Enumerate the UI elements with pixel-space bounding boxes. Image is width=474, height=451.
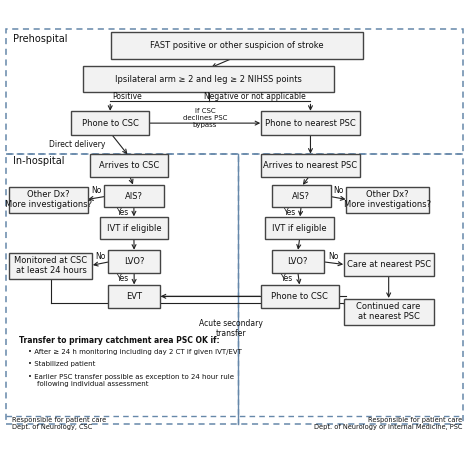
Text: EVT: EVT	[126, 292, 142, 301]
FancyBboxPatch shape	[111, 32, 363, 59]
FancyBboxPatch shape	[9, 253, 92, 279]
FancyBboxPatch shape	[265, 217, 334, 239]
Text: No: No	[91, 186, 101, 195]
FancyBboxPatch shape	[344, 253, 434, 276]
Text: Transfer to primary catchment area PSC OK if:: Transfer to primary catchment area PSC O…	[19, 336, 219, 345]
Text: IVT if eligible: IVT if eligible	[273, 224, 327, 233]
FancyBboxPatch shape	[261, 111, 360, 135]
Text: Positive: Positive	[112, 92, 142, 101]
Text: Responsible for patient care
Dept. of Neurology or Internal Medicine, PSC: Responsible for patient care Dept. of Ne…	[314, 417, 462, 430]
Text: Care at nearest PSC: Care at nearest PSC	[346, 260, 431, 269]
Text: • After ≥ 24 h monitoring including day 2 CT if given IVT/EVT: • After ≥ 24 h monitoring including day …	[28, 349, 242, 354]
Text: Responsible for patient care
Dept. of Neurology, CSC: Responsible for patient care Dept. of Ne…	[12, 417, 106, 430]
Text: Yes: Yes	[284, 208, 296, 216]
Text: No: No	[333, 186, 344, 195]
Text: Arrives to CSC: Arrives to CSC	[99, 161, 159, 170]
Text: In-hospital: In-hospital	[13, 156, 64, 166]
Text: • Stabilized patient: • Stabilized patient	[28, 361, 96, 367]
Text: Continued care
at nearest PSC: Continued care at nearest PSC	[356, 302, 421, 322]
Text: Other Dx?
More investigations?: Other Dx? More investigations?	[5, 190, 92, 210]
Text: Monitored at CSC
at least 24 hours: Monitored at CSC at least 24 hours	[14, 256, 88, 276]
Text: Phone to nearest PSC: Phone to nearest PSC	[265, 119, 356, 128]
FancyBboxPatch shape	[9, 187, 88, 213]
FancyBboxPatch shape	[108, 285, 160, 308]
Text: Direct delivery: Direct delivery	[49, 140, 105, 149]
Text: AIS?: AIS?	[125, 192, 143, 201]
Text: No: No	[95, 252, 105, 261]
Text: Yes: Yes	[117, 275, 129, 283]
Text: Yes: Yes	[281, 275, 293, 283]
FancyBboxPatch shape	[104, 185, 164, 207]
FancyBboxPatch shape	[90, 154, 168, 177]
FancyBboxPatch shape	[108, 250, 160, 273]
FancyBboxPatch shape	[261, 154, 360, 177]
Text: Prehospital: Prehospital	[13, 34, 67, 44]
Text: LVO?: LVO?	[124, 257, 145, 266]
Text: AIS?: AIS?	[292, 192, 310, 201]
Text: Other Dx?
More investigations?: Other Dx? More investigations?	[344, 190, 431, 210]
Text: No: No	[328, 252, 339, 261]
Text: Negative or not applicable: Negative or not applicable	[204, 92, 306, 101]
FancyBboxPatch shape	[346, 187, 429, 213]
Text: IVT if eligible: IVT if eligible	[107, 224, 161, 233]
Text: FAST positive or other suspicion of stroke: FAST positive or other suspicion of stro…	[150, 41, 324, 50]
Text: Acute secondary
transfer: Acute secondary transfer	[199, 319, 263, 338]
Text: Phone to CSC: Phone to CSC	[82, 119, 138, 128]
FancyBboxPatch shape	[344, 299, 434, 325]
Text: • Earlier PSC transfer possible as exception to 24 hour rule
    following indiv: • Earlier PSC transfer possible as excep…	[28, 374, 235, 387]
FancyBboxPatch shape	[261, 285, 339, 308]
FancyBboxPatch shape	[100, 217, 168, 239]
FancyBboxPatch shape	[71, 111, 149, 135]
FancyBboxPatch shape	[83, 66, 334, 92]
Text: Arrives to nearest PSC: Arrives to nearest PSC	[264, 161, 357, 170]
FancyBboxPatch shape	[272, 250, 324, 273]
Text: Phone to CSC: Phone to CSC	[272, 292, 328, 301]
Text: Ipsilateral arm ≥ 2 and leg ≥ 2 NIHSS points: Ipsilateral arm ≥ 2 and leg ≥ 2 NIHSS po…	[115, 75, 302, 84]
Text: LVO?: LVO?	[287, 257, 308, 266]
Text: If CSC
declines PSC
bypass: If CSC declines PSC bypass	[183, 108, 227, 128]
FancyBboxPatch shape	[272, 185, 331, 207]
Text: Yes: Yes	[117, 208, 129, 216]
